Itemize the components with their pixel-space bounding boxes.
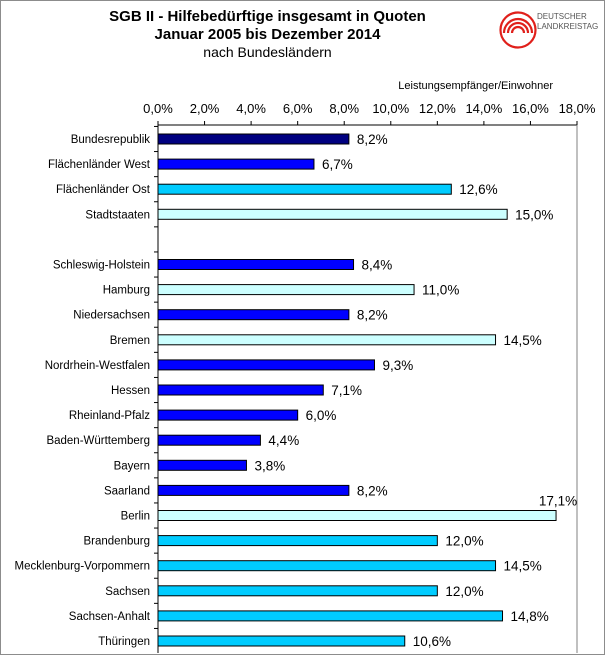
- bar-value-label: 14,8%: [511, 609, 549, 624]
- category-label: Schleswig-Holstein: [53, 260, 150, 272]
- bar: [157, 510, 557, 521]
- bar-value-label: 8,4%: [362, 258, 393, 273]
- bar: [157, 535, 438, 547]
- bar: [157, 635, 406, 647]
- logo-text-line2: LANDKREISTAG: [537, 22, 599, 31]
- bar-value-label: 6,0%: [306, 408, 337, 423]
- bar-value-label: 14,5%: [504, 333, 542, 348]
- category-label: Brandenburg: [84, 536, 151, 548]
- bar: [157, 334, 497, 346]
- bar-value-label: 4,4%: [268, 433, 299, 448]
- bar-value-label: 15,0%: [515, 207, 553, 222]
- x-tick-label: 8,0%: [329, 101, 359, 116]
- bar: [157, 459, 247, 471]
- logo-text: DEUTSCHER LANDKREISTAG: [537, 12, 598, 32]
- category-label: Bremen: [110, 335, 150, 347]
- bar: [157, 284, 415, 296]
- bar: [157, 610, 504, 622]
- bar: [157, 384, 324, 396]
- bar-value-label: 17,1%: [539, 494, 577, 509]
- x-tick-label: 12,0%: [419, 101, 456, 116]
- bar: [157, 484, 350, 496]
- category-label: Bundesrepublik: [71, 134, 151, 146]
- bar-value-label: 8,2%: [357, 132, 388, 147]
- x-tick-label: 0,0%: [143, 101, 173, 116]
- bar-value-label: 12,0%: [445, 534, 483, 549]
- category-label: Berlin: [121, 511, 150, 523]
- category-label: Rheinland-Pfalz: [69, 410, 150, 422]
- bar: [157, 183, 452, 195]
- category-label: Saarland: [104, 485, 150, 497]
- bar-value-label: 8,2%: [357, 308, 388, 323]
- category-label: Hamburg: [103, 285, 150, 297]
- bar: [157, 434, 261, 446]
- category-label: Baden-Württemberg: [46, 435, 150, 447]
- bar: [157, 560, 497, 572]
- x-tick-label: 2,0%: [190, 101, 220, 116]
- category-label: Sachsen-Anhalt: [69, 611, 151, 623]
- bar-value-label: 9,3%: [382, 358, 413, 373]
- bar-value-label: 12,0%: [445, 584, 483, 599]
- category-label: Stadtstaaten: [85, 209, 150, 221]
- x-tick-label: 4,0%: [236, 101, 266, 116]
- category-label: Thüringen: [98, 636, 150, 648]
- bar-value-label: 11,0%: [422, 283, 459, 298]
- bar-value-label: 8,2%: [357, 483, 388, 498]
- category-label: Sachsen: [105, 586, 150, 598]
- x-tick-label: 18,0%: [559, 101, 596, 116]
- chart-subtitle-period: Januar 2005 bis Dezember 2014: [154, 26, 381, 43]
- bar-value-label: 3,8%: [254, 458, 285, 473]
- category-label: Flächenländer West: [48, 159, 151, 171]
- bar: [157, 309, 350, 321]
- category-label: Flächenländer Ost: [56, 184, 151, 196]
- bar: [157, 359, 375, 371]
- bar-value-label: 14,5%: [504, 559, 542, 574]
- x-tick-label: 16,0%: [512, 101, 549, 116]
- bar-value-label: 7,1%: [331, 383, 362, 398]
- bar-value-label: 10,6%: [413, 634, 451, 649]
- bar-value-label: 12,6%: [459, 182, 497, 197]
- bar: [157, 259, 355, 270]
- category-label: Niedersachsen: [73, 310, 150, 322]
- x-tick-label: 14,0%: [465, 101, 502, 116]
- landkreistag-logo-icon: [499, 11, 537, 49]
- bar: [157, 158, 315, 170]
- x-axis-title: Leistungsempfänger/Einwohner: [398, 80, 553, 92]
- bar-value-label: 6,7%: [322, 157, 353, 172]
- category-label: Hessen: [111, 385, 150, 397]
- category-label: Bayern: [114, 460, 150, 472]
- x-tick-label: 6,0%: [283, 101, 313, 116]
- chart-subtitle-grouping: nach Bundesländern: [203, 44, 332, 60]
- bar: [157, 208, 508, 220]
- logo-text-line1: DEUTSCHER: [537, 12, 587, 21]
- bar: [157, 409, 299, 421]
- x-tick-label: 10,0%: [372, 101, 409, 116]
- chart-title: SGB II - Hilfebedürftige insgesamt in Qu…: [109, 8, 426, 25]
- bar: [157, 585, 438, 597]
- category-label: Nordrhein-Westfalen: [45, 360, 150, 372]
- category-label: Mecklenburg-Vorpommern: [14, 561, 150, 573]
- bar: [157, 133, 350, 145]
